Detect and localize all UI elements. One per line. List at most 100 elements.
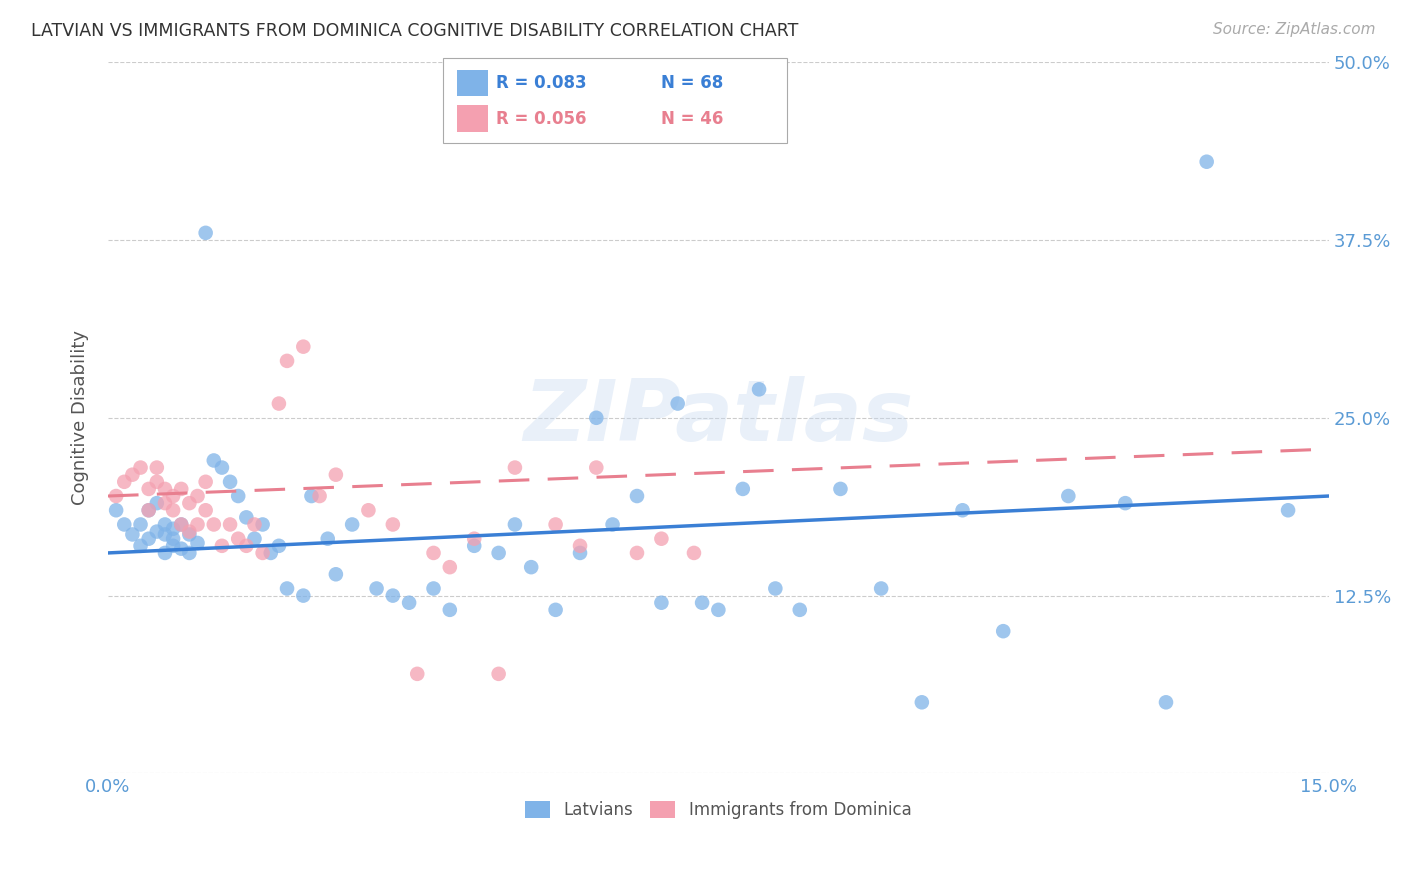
Point [129,517,152,532]
Point [357,503,380,517]
Point [683,546,706,560]
Point [243,532,266,546]
Point [503,517,526,532]
Point [202,453,225,467]
Point [463,539,485,553]
Point [138,532,160,546]
Point [162,532,184,546]
Point [179,496,201,510]
Point [520,560,543,574]
Point [138,482,160,496]
Point [666,396,689,410]
Point [153,496,176,510]
Point [186,536,208,550]
Point [626,489,648,503]
Point [162,539,184,553]
Point [194,226,217,240]
Point [211,460,233,475]
Point [105,503,128,517]
Text: R = 0.083: R = 0.083 [496,74,586,92]
Text: Source: ZipAtlas.com: Source: ZipAtlas.com [1212,22,1375,37]
Point [422,546,444,560]
Point [267,396,290,410]
Text: ZIPatlas: ZIPatlas [523,376,914,459]
Point [170,517,193,532]
Point [153,527,176,541]
Point [186,489,208,503]
Point [398,596,420,610]
Point [276,354,298,368]
Point [406,666,429,681]
Point [602,517,624,532]
Point [162,503,184,517]
Point [381,589,404,603]
Text: R = 0.056: R = 0.056 [496,110,586,128]
Point [292,589,315,603]
Point [748,382,770,396]
Point [252,546,274,560]
Point [146,524,169,539]
Point [252,517,274,532]
Point [503,460,526,475]
Legend: Latvians, Immigrants from Dominica: Latvians, Immigrants from Dominica [519,794,918,826]
Point [162,522,184,536]
Point [439,603,461,617]
Point [789,603,811,617]
Point [170,517,193,532]
Point [585,410,607,425]
Point [129,539,152,553]
Point [1195,154,1218,169]
Point [129,460,152,475]
Point [146,496,169,510]
Point [488,666,510,681]
Point [226,532,249,546]
Point [146,475,169,489]
Point [179,527,201,541]
Point [1154,695,1177,709]
Point [381,517,404,532]
Point [366,582,388,596]
Point [112,475,135,489]
Point [153,482,176,496]
Point [1277,503,1299,517]
Point [488,546,510,560]
Point [544,603,567,617]
Point [731,482,754,496]
Point [179,524,201,539]
Point [219,475,242,489]
Point [243,517,266,532]
Point [153,546,176,560]
Point [121,467,143,482]
Point [1114,496,1136,510]
Point [830,482,852,496]
Point [179,546,201,560]
Point [153,517,176,532]
Point [463,532,485,546]
Point [162,489,184,503]
Point [308,489,330,503]
Point [146,460,169,475]
Point [112,517,135,532]
Point [219,517,242,532]
Point [422,582,444,596]
Y-axis label: Cognitive Disability: Cognitive Disability [72,330,89,505]
Point [626,546,648,560]
Point [235,510,257,524]
Point [186,517,208,532]
Point [170,482,193,496]
Point [585,460,607,475]
Point [235,539,257,553]
Text: N = 46: N = 46 [661,110,723,128]
Point [569,539,592,553]
Point [301,489,323,503]
Point [267,539,290,553]
Point [276,582,298,596]
Point [121,527,143,541]
Point [226,489,249,503]
Point [138,503,160,517]
Point [105,489,128,503]
Point [763,582,786,596]
Point [170,541,193,556]
Point [202,517,225,532]
Point [316,532,339,546]
